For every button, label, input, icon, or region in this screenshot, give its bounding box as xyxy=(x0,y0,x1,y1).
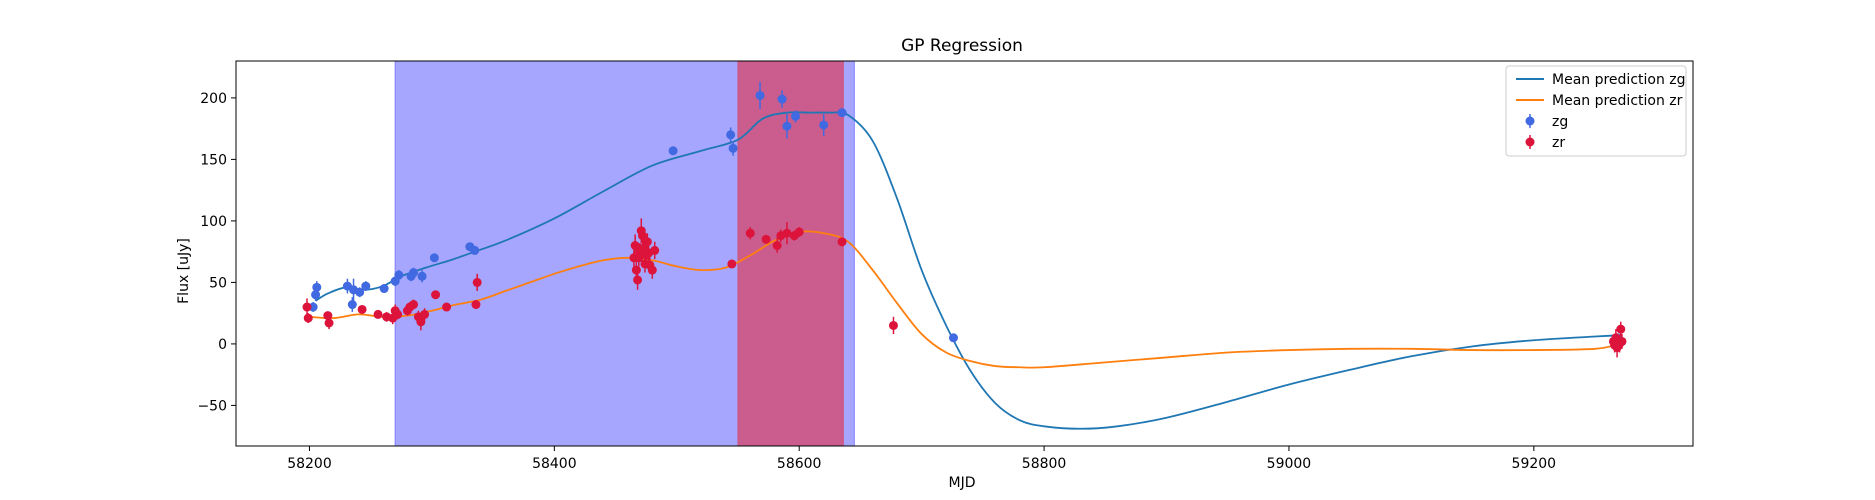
series-points-zg xyxy=(308,81,1622,343)
data-point xyxy=(311,290,321,300)
data-point xyxy=(379,284,389,294)
data-point xyxy=(394,270,404,280)
data-point xyxy=(373,309,383,319)
legend-marker-swatch xyxy=(1525,137,1535,147)
legend-entry-label: zr xyxy=(1552,135,1565,151)
data-point xyxy=(782,121,792,131)
data-point xyxy=(1617,336,1627,346)
legend: Mean prediction zg Mean prediction zr zg zr xyxy=(1505,65,1687,157)
x-tick-label: 58800 xyxy=(1022,456,1067,472)
data-point xyxy=(819,120,829,130)
data-point xyxy=(668,146,678,156)
data-point xyxy=(409,268,419,278)
data-point xyxy=(361,281,371,291)
x-tick-label: 58600 xyxy=(777,456,822,472)
data-point xyxy=(726,130,736,140)
y-tick-label: 0 xyxy=(218,337,227,353)
data-point xyxy=(727,259,737,269)
legend-entry-label: zg xyxy=(1552,114,1568,130)
x-axis-label: MJD xyxy=(949,475,976,491)
data-point xyxy=(347,300,357,310)
data-point xyxy=(782,228,792,238)
data-point xyxy=(755,90,765,100)
data-point xyxy=(772,241,782,251)
data-point xyxy=(791,111,801,121)
series-line-1 xyxy=(315,111,1620,430)
data-point xyxy=(431,290,441,300)
data-point xyxy=(745,228,755,238)
y-tick-label: 50 xyxy=(209,275,227,291)
data-point xyxy=(302,302,312,312)
legend-entry-label: Mean prediction zr xyxy=(1552,93,1683,109)
data-point xyxy=(470,245,480,255)
data-point xyxy=(948,333,958,343)
shaded-regions xyxy=(394,60,855,447)
legend-entry-label: Mean prediction zg xyxy=(1552,72,1686,88)
data-point xyxy=(357,304,367,314)
data-point xyxy=(647,265,657,275)
x-tick-label: 59200 xyxy=(1512,456,1557,472)
data-point xyxy=(323,311,333,321)
legend-marker-swatch xyxy=(1525,116,1535,126)
data-point xyxy=(630,241,640,251)
data-point xyxy=(837,108,847,118)
data-point xyxy=(420,309,430,319)
y-tick-label: 200 xyxy=(200,91,227,107)
y-tick-label: 100 xyxy=(200,214,227,230)
data-point xyxy=(442,302,452,312)
data-point xyxy=(650,245,660,255)
data-point xyxy=(429,253,439,263)
data-point xyxy=(631,265,641,275)
data-point xyxy=(1616,324,1626,334)
data-point xyxy=(417,271,427,281)
data-point xyxy=(324,318,334,328)
data-point xyxy=(471,300,481,310)
data-point xyxy=(355,287,365,297)
data-point xyxy=(409,300,419,310)
plot-area-frame xyxy=(235,60,1694,447)
y-tick-label: 150 xyxy=(200,152,227,168)
y-axis-label: Flux [uJy] xyxy=(176,238,192,304)
data-point xyxy=(637,231,647,241)
data-point xyxy=(888,320,898,330)
data-point xyxy=(642,237,652,247)
data-point xyxy=(761,234,771,244)
data-point xyxy=(472,277,482,287)
data-point xyxy=(312,282,322,292)
y-tick-label: −50 xyxy=(197,398,227,414)
legend-box xyxy=(1505,65,1687,157)
x-tick-label: 59000 xyxy=(1267,456,1312,472)
chart-title: GP Regression xyxy=(901,36,1023,56)
series-points-zr xyxy=(302,218,1627,358)
y-axis-ticks: −50 0 50 100 150 200 xyxy=(197,91,236,414)
data-point xyxy=(393,309,403,319)
x-tick-label: 58200 xyxy=(287,456,332,472)
data-point xyxy=(777,94,787,104)
data-point xyxy=(728,143,738,153)
data-point xyxy=(416,317,426,327)
data-point xyxy=(633,275,643,285)
data-point xyxy=(303,313,313,323)
x-axis-ticks: 58200 58400 58600 58800 59000 59200 xyxy=(287,446,1556,472)
data-points xyxy=(302,81,1627,358)
data-point xyxy=(837,237,847,247)
data-point xyxy=(794,227,804,237)
x-tick-label: 58400 xyxy=(532,456,577,472)
